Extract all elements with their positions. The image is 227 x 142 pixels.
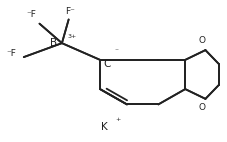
- Text: ⁻: ⁻: [115, 46, 119, 55]
- Text: ⁻F: ⁻F: [6, 49, 16, 58]
- Text: O: O: [199, 36, 206, 45]
- Text: +: +: [116, 117, 121, 122]
- Text: O: O: [199, 103, 206, 112]
- Text: K: K: [101, 122, 108, 132]
- Text: B: B: [50, 38, 57, 48]
- Text: ⁻F: ⁻F: [26, 11, 36, 19]
- Text: F⁻: F⁻: [65, 7, 75, 16]
- Text: C: C: [104, 59, 111, 69]
- Text: 3+: 3+: [68, 34, 77, 39]
